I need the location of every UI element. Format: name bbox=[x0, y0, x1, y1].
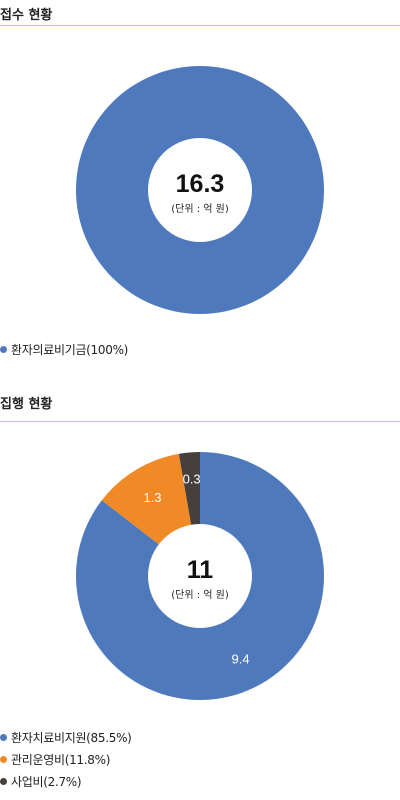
center-value: 11 bbox=[187, 556, 214, 584]
legend-item: 사업비(2.7%) bbox=[0, 770, 132, 792]
legend-label: 환자치료비지원(85.5%) bbox=[11, 730, 132, 745]
legend-dot-icon bbox=[0, 777, 7, 785]
donut-chart-execution: 9.4 1.3 0.3 11 (단위 : 억 원) bbox=[76, 452, 324, 700]
legend-dot-icon bbox=[0, 345, 7, 353]
section-divider bbox=[0, 421, 400, 422]
slice-label-2: 0.3 bbox=[183, 471, 201, 486]
center-unit: (단위 : 억 원) bbox=[171, 588, 229, 601]
legend-item: 환자의료비기금(100%) bbox=[0, 338, 128, 360]
donut-hole bbox=[148, 138, 252, 242]
center-unit: (단위 : 억 원) bbox=[171, 202, 229, 215]
slice-label-1: 1.3 bbox=[143, 490, 161, 505]
legend-receipt: 환자의료비기금(100%) bbox=[0, 338, 128, 360]
legend-dot-icon bbox=[0, 733, 7, 741]
donut-chart-receipt: 16.3 (단위 : 억 원) bbox=[76, 66, 324, 314]
section-title-receipt: 접수 현황 bbox=[0, 8, 53, 23]
legend-dot-icon bbox=[0, 755, 7, 763]
legend-execution: 환자치료비지원(85.5%) 관리운영비(11.8%) 사업비(2.7%) bbox=[0, 726, 132, 792]
legend-label: 사업비(2.7%) bbox=[11, 774, 82, 789]
legend-label: 관리운영비(11.8%) bbox=[11, 752, 111, 767]
legend-label: 환자의료비기금(100%) bbox=[11, 342, 129, 357]
section-title-execution: 집행 현황 bbox=[0, 397, 53, 412]
donut-hole bbox=[148, 524, 252, 628]
legend-item: 환자치료비지원(85.5%) bbox=[0, 726, 132, 748]
section-divider bbox=[0, 25, 400, 26]
legend-item: 관리운영비(11.8%) bbox=[0, 748, 132, 770]
center-value: 16.3 bbox=[176, 170, 225, 198]
slice-label-0: 9.4 bbox=[232, 652, 250, 667]
